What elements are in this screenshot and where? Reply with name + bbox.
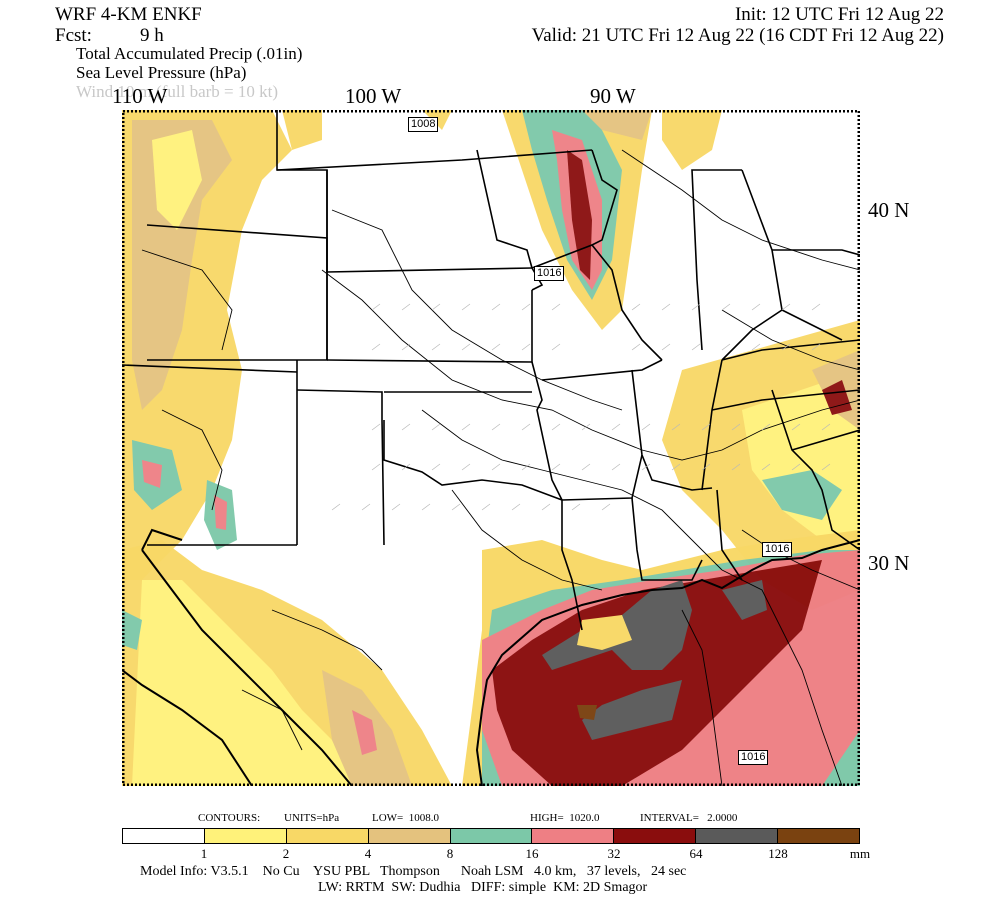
legend-tick-2: 2 — [282, 846, 290, 861]
legend-swatch-0 — [123, 829, 205, 843]
legend-swatch-7 — [696, 829, 779, 843]
legend-tick-1: 1 — [200, 846, 208, 861]
contours-interval: INTERVAL= 2.0000 — [640, 812, 738, 824]
init-time: Init: 12 UTC Fri 12 Aug 22 — [734, 4, 944, 25]
legend-tick-16: 16 — [525, 846, 539, 861]
precip-west — [122, 110, 452, 580]
precip-gulf-coast — [462, 530, 860, 786]
wind-barbs — [331, 303, 831, 511]
model-name: WRF 4-KM ENKF — [55, 4, 202, 25]
legend-swatch-1 — [204, 829, 287, 843]
valid-time: Valid: 21 UTC Fri 12 Aug 22 (16 CDT Fri … — [531, 25, 944, 46]
contours-units: UNITS=hPa — [284, 812, 340, 824]
latitude-label-30n: 30 N — [868, 551, 910, 575]
legend-swatch-2 — [286, 829, 369, 843]
isobar-label-1016-east: 1016 — [762, 542, 793, 557]
field-title-slp: Sea Level Pressure (hPa) — [76, 63, 247, 82]
latitude-label-40n: 40 N — [868, 198, 910, 222]
forecast-label: Fcst: — [55, 25, 92, 46]
contours-low: LOW= 1008.0 — [372, 812, 439, 824]
model-info-line1: Model Info: V3.5.1 No Cu YSU PBL Thompso… — [140, 864, 687, 879]
legend-unit: mm — [849, 846, 871, 861]
longitude-label-90w: 90 W — [590, 84, 636, 108]
precip-legend-bar — [122, 828, 860, 844]
legend-swatch-8 — [778, 829, 860, 843]
legend-tick-4: 4 — [364, 846, 372, 861]
legend-tick-32: 32 — [607, 846, 621, 861]
state-boundaries — [122, 110, 860, 631]
forecast-hour: 9 h — [140, 25, 164, 46]
model-info-line2: LW: RRTM SW: Dudhia DIFF: simple KM: 2D … — [318, 880, 648, 895]
legend-swatch-4 — [450, 829, 533, 843]
map-canvas — [122, 110, 860, 786]
legend-swatch-5 — [532, 829, 615, 843]
contours-high: HIGH= 1020.0 — [530, 812, 600, 824]
legend-tick-8: 8 — [446, 846, 454, 861]
precipitation-map: 1008 1016 1016 1016 — [122, 110, 860, 786]
longitude-label-100w: 100 W — [345, 84, 402, 108]
field-title-wind: Wind 10 m (full barb = 10 kt) — [76, 82, 279, 101]
legend-tick-128: 128 — [768, 846, 788, 861]
isobar-label-1008: 1008 — [408, 117, 439, 132]
coastline — [122, 528, 860, 786]
contours-label: CONTOURS: — [198, 812, 261, 824]
legend-tick-64: 64 — [689, 846, 703, 861]
legend-swatch-6 — [614, 829, 697, 843]
longitude-label-110w: 110 W — [112, 84, 168, 108]
field-title-precip: Total Accumulated Precip (.01in) — [76, 44, 303, 63]
isobar-label-1016-south: 1016 — [738, 750, 769, 765]
map-border — [122, 110, 860, 786]
precip-southwest — [122, 540, 452, 786]
legend-swatch-3 — [368, 829, 451, 843]
isobar-label-1016-north: 1016 — [534, 266, 565, 281]
